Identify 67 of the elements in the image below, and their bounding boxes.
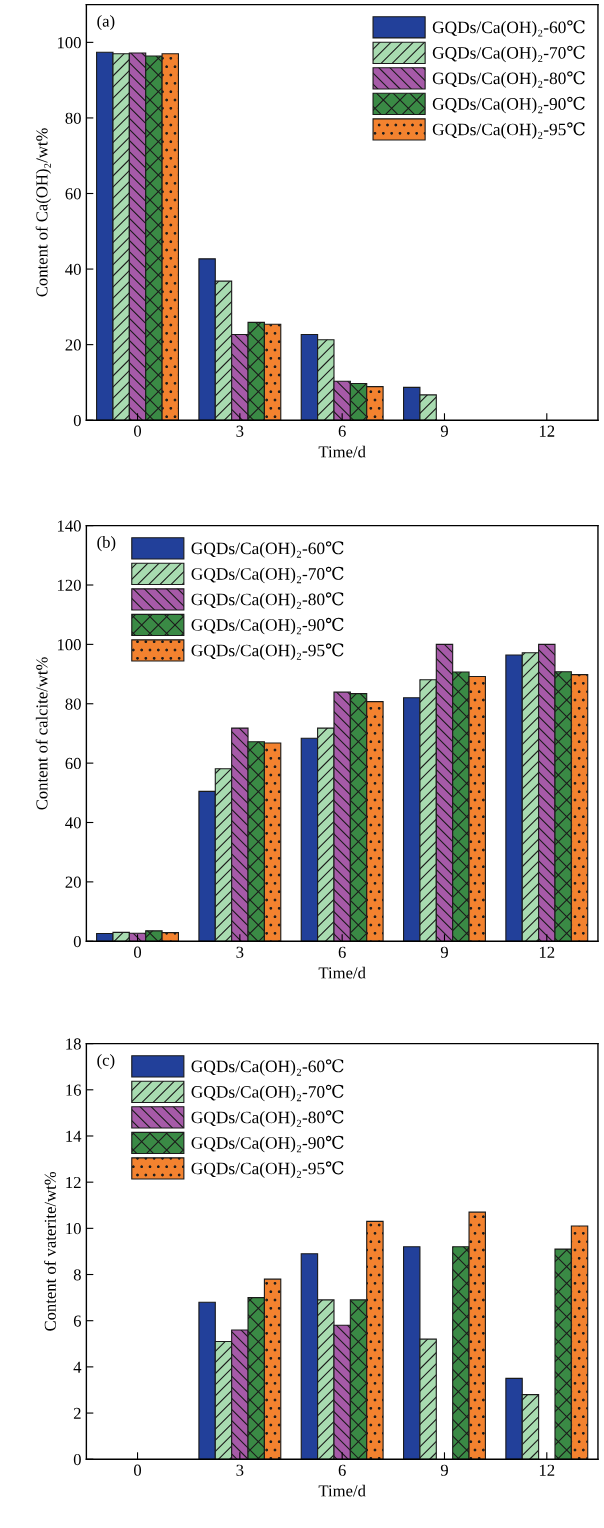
legend-label: GQDs/Ca(OH)₂-60℃ xyxy=(191,541,344,558)
legend-label: GQDs/Ca(OH)₂-60℃ xyxy=(191,1059,344,1076)
x-tick-label: 3 xyxy=(236,425,244,437)
y-tick-label: 14 xyxy=(66,1130,82,1142)
legend-label: GQDs/Ca(OH)₂-80℃ xyxy=(191,592,344,609)
x-axis-title: Time/d xyxy=(318,445,366,458)
bar xyxy=(198,258,216,421)
y-tick-label: 18 xyxy=(66,1038,81,1050)
y-axis-title: Content of vaterite/wt% xyxy=(44,1171,56,1331)
bar xyxy=(505,654,523,942)
x-tick-label: 6 xyxy=(338,425,346,437)
y-tick-label: 12 xyxy=(66,1176,81,1188)
y-tick-label: 0 xyxy=(73,414,81,427)
y-axis-title: Content of calcite/wt% xyxy=(35,657,48,810)
x-tick-label: 6 xyxy=(338,1464,346,1476)
y-tick-label: 20 xyxy=(65,339,81,351)
y-tick-label: 20 xyxy=(65,876,81,888)
bar xyxy=(198,790,216,942)
y-tick-label: 40 xyxy=(65,817,81,829)
legend-label: GQDs/Ca(OH)₂-60℃ xyxy=(432,20,585,37)
legend-label: GQDs/Ca(OH)₂-95℃ xyxy=(191,643,344,660)
legend-label: GQDs/Ca(OH)₂-95℃ xyxy=(191,1161,344,1178)
y-tick-label: 4 xyxy=(73,1361,82,1373)
x-tick-label: 12 xyxy=(539,425,555,437)
legend-label: GQDs/Ca(OH)₂-70℃ xyxy=(191,1084,344,1102)
y-tick-label: 60 xyxy=(65,188,81,200)
y-tick-label: 140 xyxy=(57,520,81,532)
annotation: (a) xyxy=(97,14,115,31)
x-tick-label: 0 xyxy=(134,946,142,958)
x-tick-label: 3 xyxy=(236,1464,244,1476)
x-tick-label: 0 xyxy=(134,1464,142,1476)
y-tick-label: 60 xyxy=(65,757,81,770)
y-tick-label: 100 xyxy=(57,639,81,651)
x-tick-label: 12 xyxy=(539,946,555,958)
legend-label: GQDs/Ca(OH)₂-90℃ xyxy=(191,617,344,635)
bar xyxy=(198,1301,216,1460)
legend-label: GQDs/Ca(OH)₂-70℃ xyxy=(432,45,585,63)
y-tick-label: 120 xyxy=(57,579,81,591)
y-tick-label: 80 xyxy=(65,698,81,710)
legend-label: GQDs/Ca(OH)₂-90℃ xyxy=(191,1135,344,1153)
y-axis-title: Content of Ca(OH)₂/wt% xyxy=(35,128,51,297)
x-tick-label: 6 xyxy=(338,946,346,958)
legend-label: GQDs/Ca(OH)₂-80℃ xyxy=(191,1110,344,1127)
y-tick-label: 100 xyxy=(57,37,81,49)
x-axis-title: Time/d xyxy=(318,966,366,979)
legend-label: GQDs/Ca(OH)₂-80℃ xyxy=(432,71,585,88)
y-tick-label: 80 xyxy=(65,112,81,124)
legend-label: GQDs/Ca(OH)₂-70℃ xyxy=(191,566,344,584)
x-tick-label: 9 xyxy=(440,1464,448,1476)
x-tick-label: 9 xyxy=(440,425,448,437)
y-tick-label: 0 xyxy=(73,935,81,948)
y-tick-label: 0 xyxy=(73,1453,81,1466)
legend-label: GQDs/Ca(OH)₂-90℃ xyxy=(432,96,585,114)
annotation: (b) xyxy=(97,536,116,552)
y-tick-label: 10 xyxy=(66,1223,81,1235)
x-tick-label: 12 xyxy=(539,1464,555,1476)
x-tick-label: 3 xyxy=(236,946,244,958)
y-tick-label: 40 xyxy=(65,263,81,276)
x-tick-label: 0 xyxy=(134,425,142,437)
y-tick-label: 8 xyxy=(73,1269,81,1281)
y-tick-label: 2 xyxy=(73,1407,81,1419)
y-tick-label: 6 xyxy=(73,1315,82,1327)
legend-label: GQDs/Ca(OH)₂-95℃ xyxy=(432,122,585,139)
annotation: (c) xyxy=(97,1054,115,1070)
x-tick-label: 9 xyxy=(440,946,448,958)
x-axis-title: Time/d xyxy=(318,1484,366,1497)
y-tick-label: 16 xyxy=(66,1084,82,1096)
